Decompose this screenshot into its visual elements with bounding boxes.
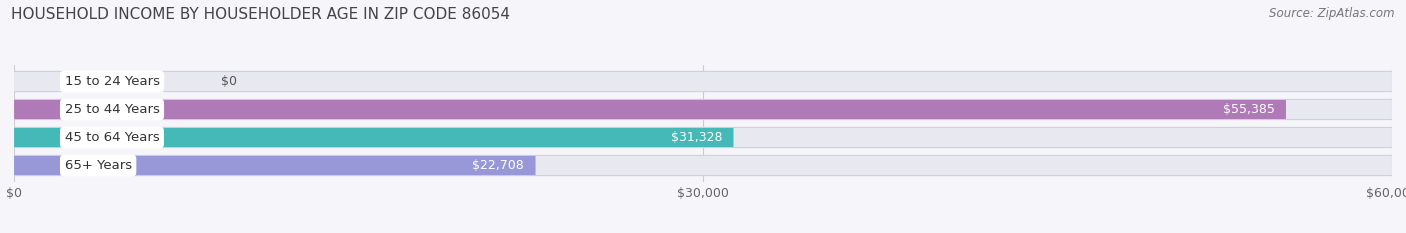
FancyBboxPatch shape xyxy=(14,128,734,147)
FancyBboxPatch shape xyxy=(14,99,1392,120)
Text: HOUSEHOLD INCOME BY HOUSEHOLDER AGE IN ZIP CODE 86054: HOUSEHOLD INCOME BY HOUSEHOLDER AGE IN Z… xyxy=(11,7,510,22)
FancyBboxPatch shape xyxy=(14,155,1392,176)
Text: 45 to 64 Years: 45 to 64 Years xyxy=(65,131,159,144)
Text: 15 to 24 Years: 15 to 24 Years xyxy=(65,75,160,88)
FancyBboxPatch shape xyxy=(14,128,1392,147)
FancyBboxPatch shape xyxy=(14,156,1392,175)
Text: $0: $0 xyxy=(221,75,236,88)
Text: Source: ZipAtlas.com: Source: ZipAtlas.com xyxy=(1270,7,1395,20)
FancyBboxPatch shape xyxy=(14,127,1392,148)
FancyBboxPatch shape xyxy=(14,156,536,175)
FancyBboxPatch shape xyxy=(14,100,1392,119)
Text: $55,385: $55,385 xyxy=(1223,103,1274,116)
Text: $22,708: $22,708 xyxy=(472,159,524,172)
FancyBboxPatch shape xyxy=(14,100,1286,119)
Text: $31,328: $31,328 xyxy=(671,131,723,144)
Text: 65+ Years: 65+ Years xyxy=(65,159,132,172)
Text: 25 to 44 Years: 25 to 44 Years xyxy=(65,103,159,116)
FancyBboxPatch shape xyxy=(14,71,1392,92)
FancyBboxPatch shape xyxy=(14,72,1392,91)
